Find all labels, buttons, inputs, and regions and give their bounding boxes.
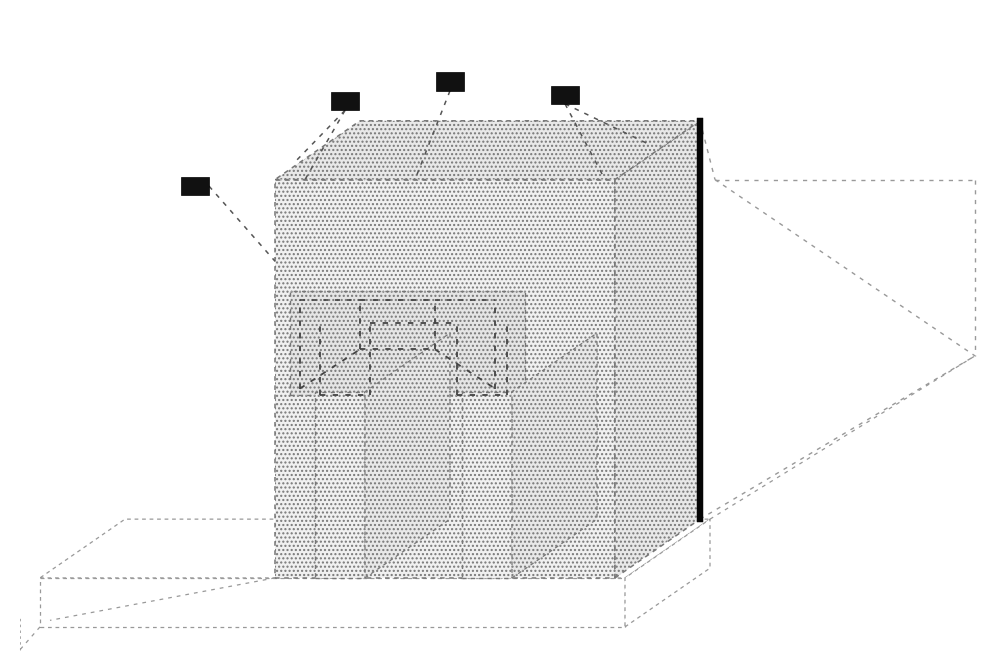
Polygon shape bbox=[462, 392, 512, 578]
Polygon shape bbox=[512, 333, 597, 578]
Polygon shape bbox=[365, 333, 450, 578]
Polygon shape bbox=[290, 291, 525, 395]
Polygon shape bbox=[40, 578, 625, 627]
Polygon shape bbox=[40, 519, 710, 578]
Bar bbox=[331, 92, 359, 110]
Polygon shape bbox=[275, 180, 615, 578]
Polygon shape bbox=[275, 121, 700, 180]
Bar bbox=[181, 177, 209, 195]
Polygon shape bbox=[625, 519, 710, 627]
Polygon shape bbox=[615, 121, 700, 578]
Bar bbox=[436, 72, 464, 91]
Bar bbox=[551, 86, 579, 104]
Polygon shape bbox=[315, 392, 365, 578]
